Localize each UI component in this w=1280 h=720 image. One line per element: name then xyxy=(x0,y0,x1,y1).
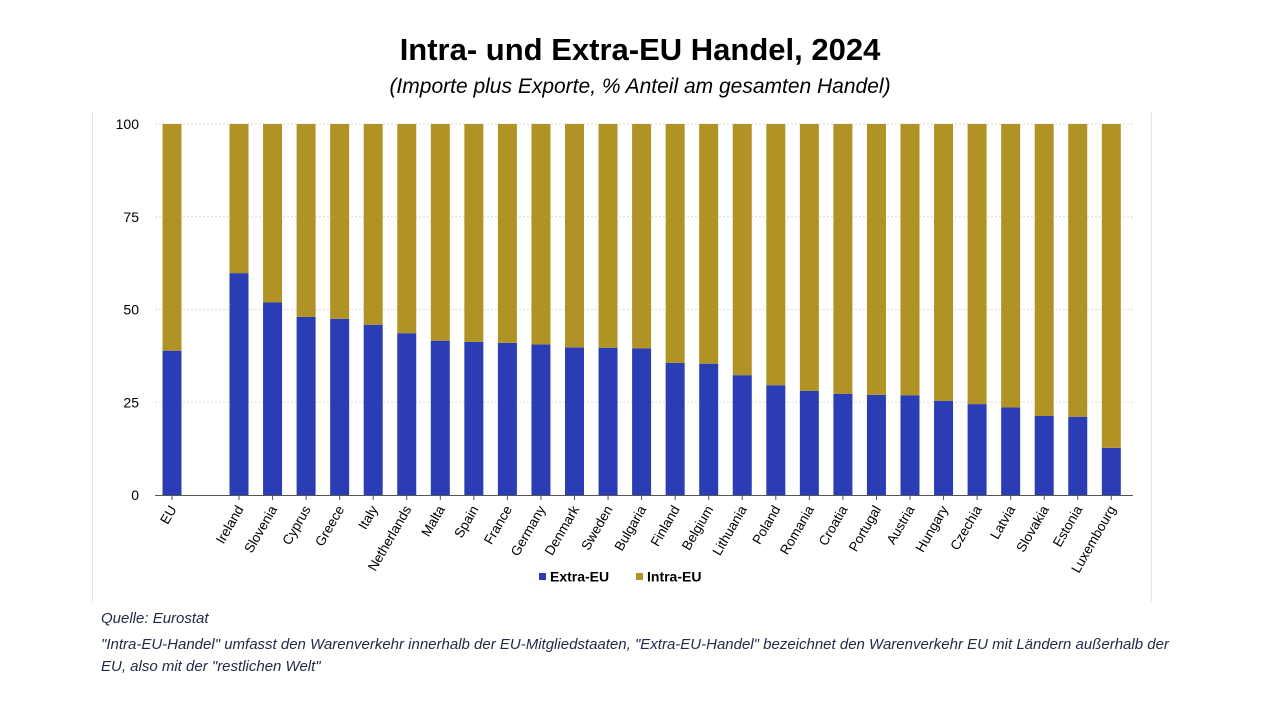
bar-extra-eu xyxy=(799,390,819,495)
bar-intra-eu xyxy=(229,124,249,274)
bar-extra-eu xyxy=(900,395,920,495)
bar-intra-eu xyxy=(1068,124,1088,417)
bar-intra-eu xyxy=(799,124,819,391)
x-tick-label: Greece xyxy=(312,503,347,549)
bar-intra-eu xyxy=(732,124,752,376)
bar-extra-eu xyxy=(833,393,853,495)
x-tick-label: Sweden xyxy=(578,503,615,553)
bar-extra-eu xyxy=(1034,415,1054,495)
x-tick-label: Czechia xyxy=(947,503,985,553)
bar-extra-eu xyxy=(162,350,182,495)
bar-extra-eu xyxy=(967,404,987,495)
bar-intra-eu xyxy=(430,124,450,341)
bar-intra-eu xyxy=(665,124,685,363)
y-tick-label: 100 xyxy=(116,116,140,132)
bar-intra-eu xyxy=(330,124,350,319)
x-tick-label: Italy xyxy=(355,503,380,532)
y-tick-label: 0 xyxy=(131,487,139,503)
bar-intra-eu xyxy=(632,124,652,349)
chart-panel: 0 25 50 75 100 EU Ireland Slovenia Cyprus Greece I… xyxy=(92,112,1152,602)
bar-intra-eu xyxy=(598,124,618,348)
x-tick-label: Cyprus xyxy=(279,503,313,548)
bar-extra-eu xyxy=(732,375,752,495)
bar-intra-eu xyxy=(296,124,316,317)
y-tick-label: 25 xyxy=(123,394,139,410)
x-tick-label: Poland xyxy=(749,503,783,547)
chart-title: Intra- und Extra-EU Handel, 2024 xyxy=(399,32,881,67)
x-tick-label: Finland xyxy=(648,503,683,549)
bar-intra-eu xyxy=(866,124,886,395)
bar-extra-eu xyxy=(598,347,618,495)
bar-extra-eu xyxy=(363,324,383,495)
bar-extra-eu xyxy=(497,342,517,495)
y-tick-label: 50 xyxy=(123,302,139,318)
bar-intra-eu xyxy=(1101,124,1121,448)
bar-extra-eu xyxy=(430,340,450,495)
bar-intra-eu xyxy=(1001,124,1021,408)
x-tick-label: Belgium xyxy=(679,503,716,553)
bar-extra-eu xyxy=(565,347,584,495)
bar-extra-eu xyxy=(229,273,249,495)
bar-extra-eu xyxy=(464,341,484,495)
legend-swatch xyxy=(636,573,643,580)
bar-intra-eu xyxy=(900,124,920,396)
x-tick-label: Portugal xyxy=(846,503,884,554)
x-tick-label: Croatia xyxy=(816,503,851,549)
x-tick-label: Estonia xyxy=(1050,503,1086,550)
bar-intra-eu xyxy=(397,124,417,334)
x-tick-label: Bulgaria xyxy=(611,503,649,554)
x-tick-label: Slovenia xyxy=(241,503,280,556)
bar-extra-eu xyxy=(699,363,719,495)
bar-extra-eu xyxy=(1001,407,1021,495)
bar-extra-eu xyxy=(330,318,350,495)
bar-intra-eu xyxy=(833,124,853,394)
x-tick-label: Hungary xyxy=(913,503,952,555)
x-tick-label: EU xyxy=(157,503,179,527)
bar-extra-eu xyxy=(866,394,886,495)
x-tick-label: Latvia xyxy=(987,503,1018,542)
bar-intra-eu xyxy=(363,124,383,325)
bar-extra-eu xyxy=(531,344,551,495)
bar-extra-eu xyxy=(632,348,652,495)
x-tick-label: Slovakia xyxy=(1013,503,1052,555)
bar-extra-eu xyxy=(1068,416,1088,495)
bar-intra-eu xyxy=(766,124,786,386)
bar-intra-eu xyxy=(934,124,954,401)
legend-label: Intra-EU xyxy=(647,569,701,585)
bar-extra-eu xyxy=(296,316,316,495)
bar-extra-eu xyxy=(263,302,283,495)
bar-intra-eu xyxy=(464,124,484,342)
bar-intra-eu xyxy=(263,124,283,303)
bar-intra-eu xyxy=(497,124,517,343)
chart-subtitle: (Importe plus Exporte, % Anteil am gesam… xyxy=(389,75,891,98)
bar-extra-eu xyxy=(934,400,954,495)
bar-intra-eu xyxy=(699,124,719,364)
bar-extra-eu xyxy=(397,333,417,495)
x-tick-label: Austria xyxy=(884,503,918,547)
y-tick-label: 75 xyxy=(123,209,139,225)
legend-swatch xyxy=(539,573,546,580)
x-tick-label: Malta xyxy=(418,503,448,540)
bar-extra-eu xyxy=(766,385,786,495)
source-note: Quelle: Eurostat xyxy=(101,610,209,627)
bar-intra-eu xyxy=(531,124,551,345)
legend-label: Extra-EU xyxy=(550,569,609,585)
x-tick-label: Ireland xyxy=(213,503,247,546)
x-tick-label: France xyxy=(481,503,515,547)
bar-extra-eu xyxy=(1101,447,1121,495)
x-tick-label: Spain xyxy=(451,503,481,540)
bar-intra-eu xyxy=(565,124,584,348)
bar-extra-eu xyxy=(665,362,685,495)
bar-intra-eu xyxy=(1034,124,1054,416)
bar-intra-eu xyxy=(162,124,182,351)
bar-intra-eu xyxy=(967,124,987,405)
definition-note: "Intra-EU-Handel" umfasst den Warenverke… xyxy=(101,636,1169,675)
